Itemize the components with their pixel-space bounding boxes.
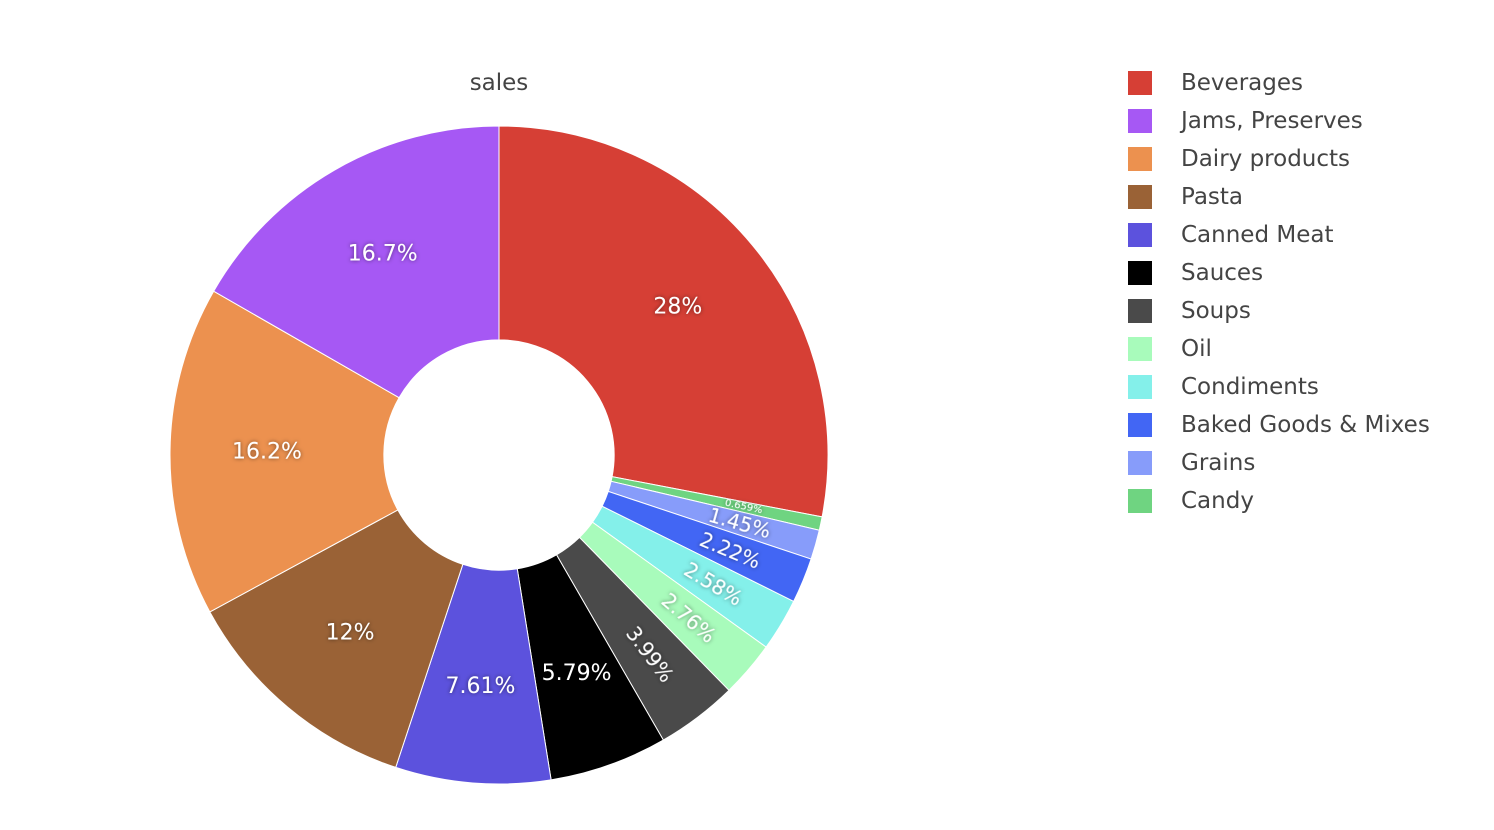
legend-swatch <box>1128 375 1152 399</box>
legend-item-beverages[interactable]: Beverages <box>1128 64 1430 102</box>
slice-jams-preserves[interactable] <box>212 125 500 399</box>
legend-swatch <box>1128 337 1152 361</box>
legend-item-jams-preserves[interactable]: Jams, Preserves <box>1128 102 1430 140</box>
legend-label: Dairy products <box>1181 146 1351 172</box>
slice-beverages[interactable] <box>498 125 829 518</box>
legend-swatch <box>1128 413 1152 437</box>
legend-label: Candy <box>1181 488 1254 514</box>
legend-label: Grains <box>1181 450 1256 476</box>
slice-label-beverages: 28% <box>653 295 702 320</box>
legend-item-pasta[interactable]: Pasta <box>1128 178 1430 216</box>
legend-item-dairy-products[interactable]: Dairy products <box>1128 140 1430 178</box>
legend-item-baked-goods-and-mixes[interactable]: Baked Goods & Mixes <box>1128 406 1430 444</box>
legend-swatch <box>1128 451 1152 475</box>
legend-label: Condiments <box>1181 374 1319 400</box>
legend-swatch <box>1128 185 1152 209</box>
legend-item-candy[interactable]: Candy <box>1128 482 1430 520</box>
slice-label-sauces: 5.79% <box>542 661 612 686</box>
legend-swatch <box>1128 261 1152 285</box>
legend-label: Beverages <box>1181 70 1303 96</box>
legend-swatch <box>1128 489 1152 513</box>
legend-swatch <box>1128 147 1152 171</box>
legend: Beverages Jams, Preserves Dairy products Pa… <box>1128 64 1430 520</box>
legend-item-condiments[interactable]: Condiments <box>1128 368 1430 406</box>
legend-label: Oil <box>1181 336 1212 362</box>
slice-label-canned-meat: 7.61% <box>445 674 515 699</box>
slice-dairy-products[interactable] <box>169 290 400 613</box>
slice-label-pasta: 12% <box>326 621 375 646</box>
legend-swatch <box>1128 109 1152 133</box>
legend-label: Baked Goods & Mixes <box>1181 412 1430 438</box>
slice-label-jams-preserves: 16.7% <box>348 242 418 267</box>
legend-item-oil[interactable]: Oil <box>1128 330 1430 368</box>
chart-title: sales <box>470 70 529 96</box>
donut-slices <box>169 125 829 785</box>
legend-swatch <box>1128 71 1152 95</box>
legend-label: Soups <box>1181 298 1251 324</box>
legend-item-soups[interactable]: Soups <box>1128 292 1430 330</box>
legend-label: Canned Meat <box>1181 222 1334 248</box>
legend-label: Jams, Preserves <box>1181 108 1363 134</box>
legend-label: Pasta <box>1181 184 1244 210</box>
legend-item-sauces[interactable]: Sauces <box>1128 254 1430 292</box>
legend-item-grains[interactable]: Grains <box>1128 444 1430 482</box>
slice-pasta[interactable] <box>209 509 464 769</box>
slice-label-dairy-products: 16.2% <box>232 440 302 465</box>
legend-item-canned-meat[interactable]: Canned Meat <box>1128 216 1430 254</box>
legend-swatch <box>1128 299 1152 323</box>
legend-label: Sauces <box>1181 260 1264 286</box>
legend-swatch <box>1128 223 1152 247</box>
